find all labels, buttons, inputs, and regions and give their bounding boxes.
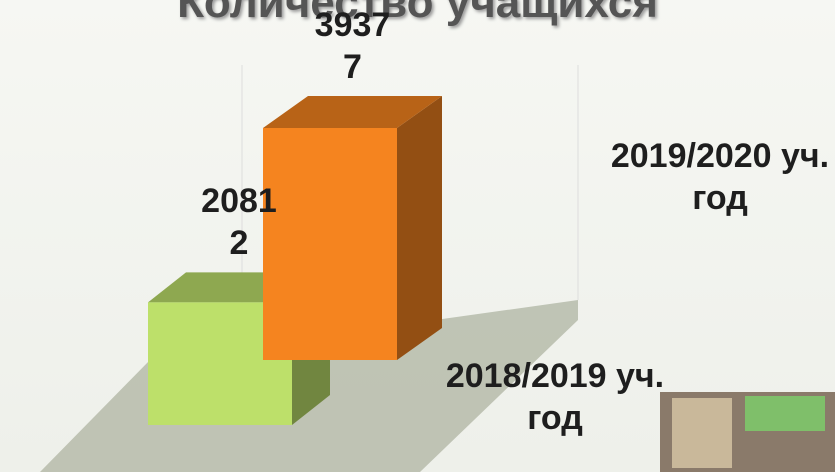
video-thumbnail-detail xyxy=(672,398,732,468)
chart xyxy=(0,0,835,472)
category-label: 2018/2019 уч. год xyxy=(440,355,670,439)
value-label: 39377 xyxy=(307,4,399,88)
video-thumbnail-detail xyxy=(745,396,825,431)
slide: Количество учащихся 20812 2018/2019 уч. г… xyxy=(0,0,835,472)
chart-title: Количество учащихся xyxy=(0,0,835,28)
bar-side xyxy=(397,96,442,360)
category-label: 2019/2020 уч. год xyxy=(605,135,835,219)
value-label: 20812 xyxy=(193,180,285,264)
